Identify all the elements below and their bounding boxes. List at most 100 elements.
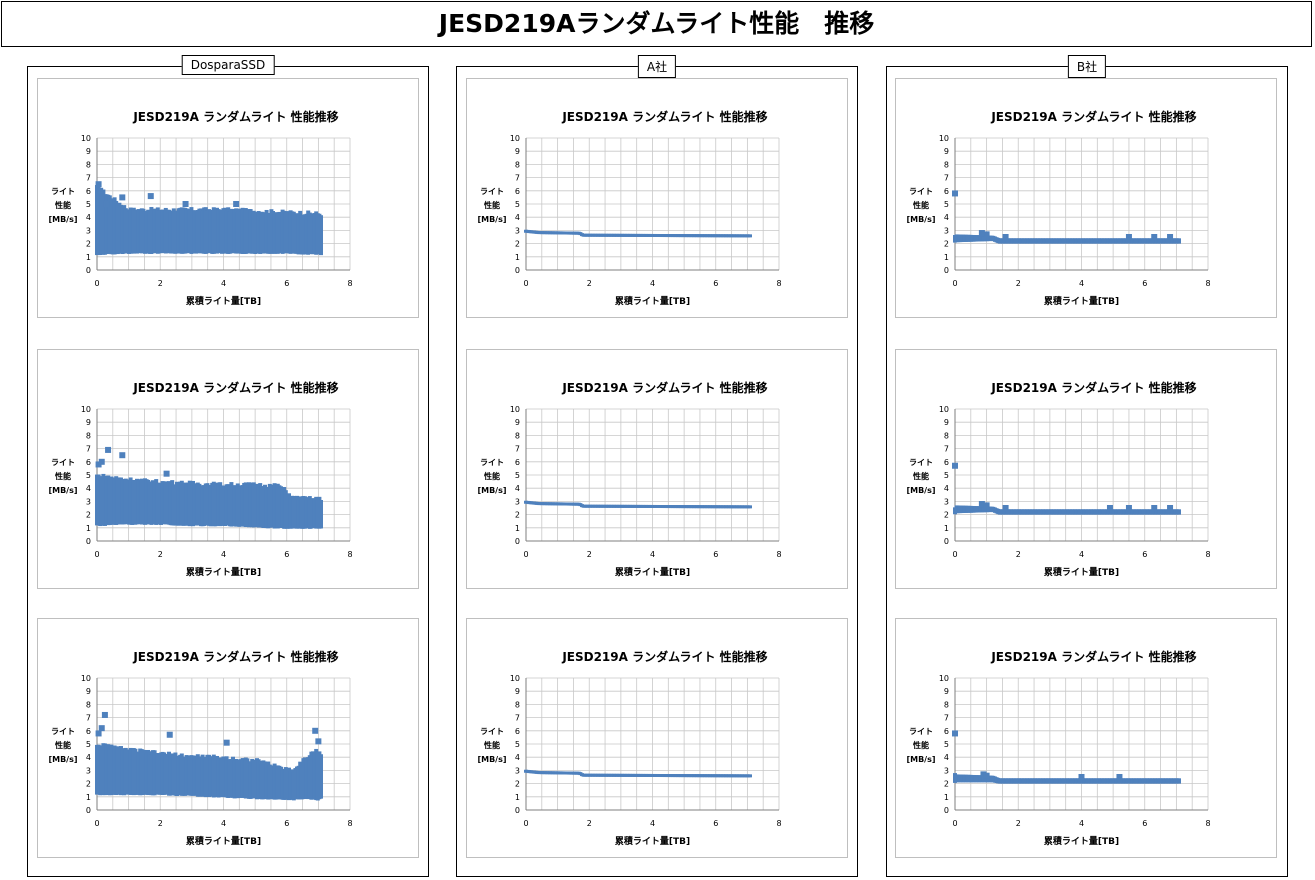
x-tick-label: 8 — [776, 279, 781, 288]
data-point — [1167, 505, 1174, 511]
x-tick-label: 2 — [587, 819, 592, 828]
y-axis-label: 性能 — [913, 740, 929, 750]
y-tick-label: 1 — [515, 253, 520, 262]
y-tick-label: 2 — [86, 240, 91, 249]
y-tick-label: 6 — [515, 727, 520, 736]
data-point — [952, 730, 958, 737]
chart-svg: JESD219A ランダムライト 性能推移 0 1 2 3 4 5 6 7 8 9 10 0 2 4 6 8 累積… — [895, 78, 1277, 318]
y-tick-label: 0 — [86, 806, 91, 815]
y-tick-label: 4 — [515, 484, 520, 493]
chart-9: JESD219A ランダムライト 性能推移 0 1 2 3 4 5 6 7 8 9 10 0 2 4 6 8 累積… — [895, 618, 1277, 858]
y-axis-label: ライト — [909, 458, 933, 467]
y-axis-label: 性能 — [55, 471, 71, 481]
x-axis-label: 累積ライト量[TB] — [615, 566, 690, 578]
chart-frame — [466, 618, 848, 858]
series-1 — [952, 730, 1181, 784]
chart-svg: JESD219A ランダムライト 性能推移 0 1 2 3 4 5 6 7 8 9 10 0 2 4 6 8 累積… — [466, 618, 848, 858]
x-axis-label: 累積ライト量[TB] — [1044, 566, 1119, 578]
data-point — [983, 231, 990, 238]
y-tick-label: 7 — [944, 714, 949, 723]
x-tick-label: 8 — [347, 550, 352, 559]
y-axis-label: [MB/s] — [477, 486, 506, 495]
x-axis-label: 累積ライト量[TB] — [615, 295, 690, 307]
y-tick-label: 10 — [81, 134, 91, 143]
y-tick-label: 1 — [86, 793, 91, 802]
y-axis-label: 性能 — [55, 740, 71, 750]
x-tick-label: 8 — [1205, 279, 1210, 288]
x-tick-label: 4 — [1079, 279, 1084, 288]
y-axis-label: ライト — [51, 727, 75, 736]
y-tick-label: 3 — [515, 226, 520, 235]
y-axis-label: ライト — [480, 458, 504, 467]
y-tick-label: 6 — [515, 187, 520, 196]
data-point — [1125, 505, 1132, 511]
y-axis-label: ライト — [909, 187, 933, 196]
y-tick-label: 0 — [86, 537, 91, 546]
group-company-b: B社 — [886, 55, 1288, 877]
y-tick-label: 0 — [944, 537, 949, 546]
group-label-company-a: A社 — [637, 55, 677, 78]
y-tick-label: 5 — [515, 740, 520, 749]
data-point — [182, 201, 189, 207]
y-tick-label: 8 — [944, 160, 949, 169]
y-tick-label: 3 — [944, 766, 949, 775]
y-tick-label: 8 — [86, 431, 91, 440]
data-point — [105, 446, 112, 453]
y-tick-label: 6 — [86, 187, 91, 196]
y-tick-label: 3 — [944, 497, 949, 506]
y-axis-label: ライト — [51, 458, 75, 467]
y-axis-label: ライト — [51, 187, 75, 196]
x-tick-label: 0 — [94, 279, 99, 288]
chart-svg: JESD219A ランダムライト 性能推移 0 1 2 3 4 5 6 7 8 9 10 0 2 4 6 8 累積… — [895, 349, 1277, 589]
x-tick-label: 4 — [650, 819, 655, 828]
x-tick-label: 2 — [158, 819, 163, 828]
chart-frame — [466, 349, 848, 589]
y-tick-label: 10 — [81, 674, 91, 683]
x-tick-label: 0 — [94, 819, 99, 828]
y-tick-label: 6 — [86, 727, 91, 736]
chart-title: JESD219A ランダムライト 性能推移 — [990, 380, 1196, 395]
y-tick-label: 9 — [86, 418, 91, 427]
chart-1: JESD219A ランダムライト 性能推移 0 1 2 3 4 5 6 7 8 9 10 0 2 4 6 8 累積… — [37, 78, 419, 318]
page-title: JESD219Aランダムライト性能 推移 — [1, 1, 1312, 47]
series-1 — [524, 229, 752, 238]
y-tick-label: 1 — [515, 524, 520, 533]
y-tick-label: 7 — [515, 714, 520, 723]
y-tick-label: 8 — [944, 700, 949, 709]
y-tick-label: 1 — [515, 793, 520, 802]
data-point — [952, 190, 958, 197]
y-axis-label: ライト — [480, 187, 504, 196]
y-tick-label: 4 — [86, 484, 91, 493]
x-tick-label: 2 — [1016, 819, 1021, 828]
data-point — [98, 725, 105, 732]
data-point — [319, 215, 323, 256]
x-tick-label: 6 — [1142, 279, 1147, 288]
y-tick-label: 2 — [944, 511, 949, 520]
y-tick-label: 2 — [944, 780, 949, 789]
x-tick-label: 0 — [523, 550, 528, 559]
y-axis-label: [MB/s] — [477, 215, 506, 224]
y-tick-label: 8 — [515, 700, 520, 709]
y-tick-label: 5 — [86, 740, 91, 749]
y-tick-label: 1 — [86, 524, 91, 533]
y-tick-label: 3 — [944, 226, 949, 235]
x-tick-label: 2 — [1016, 550, 1021, 559]
data-point — [983, 502, 990, 509]
data-point — [1177, 778, 1181, 784]
y-tick-label: 3 — [86, 226, 91, 235]
y-tick-label: 9 — [515, 687, 520, 696]
chart-svg: JESD219A ランダムライト 性能推移 0 1 2 3 4 5 6 7 8 9 10 0 2 4 6 8 累積… — [37, 618, 419, 858]
y-tick-label: 10 — [510, 134, 520, 143]
data-point — [1125, 234, 1132, 240]
y-tick-label: 6 — [944, 727, 949, 736]
y-tick-label: 0 — [86, 266, 91, 275]
data-point — [1078, 774, 1085, 780]
chart-7: JESD219A ランダムライト 性能推移 0 1 2 3 4 5 6 7 8 9 10 0 2 4 6 8 累積… — [37, 618, 419, 858]
y-tick-label: 2 — [515, 240, 520, 249]
y-tick-label: 0 — [944, 806, 949, 815]
chart-svg: JESD219A ランダムライト 性能推移 0 1 2 3 4 5 6 7 8 9 10 0 2 4 6 8 累積… — [466, 349, 848, 589]
x-axis-label: 累積ライト量[TB] — [1044, 835, 1119, 847]
y-tick-label: 9 — [86, 147, 91, 156]
gridlines — [954, 137, 1209, 271]
data-point — [119, 194, 126, 201]
